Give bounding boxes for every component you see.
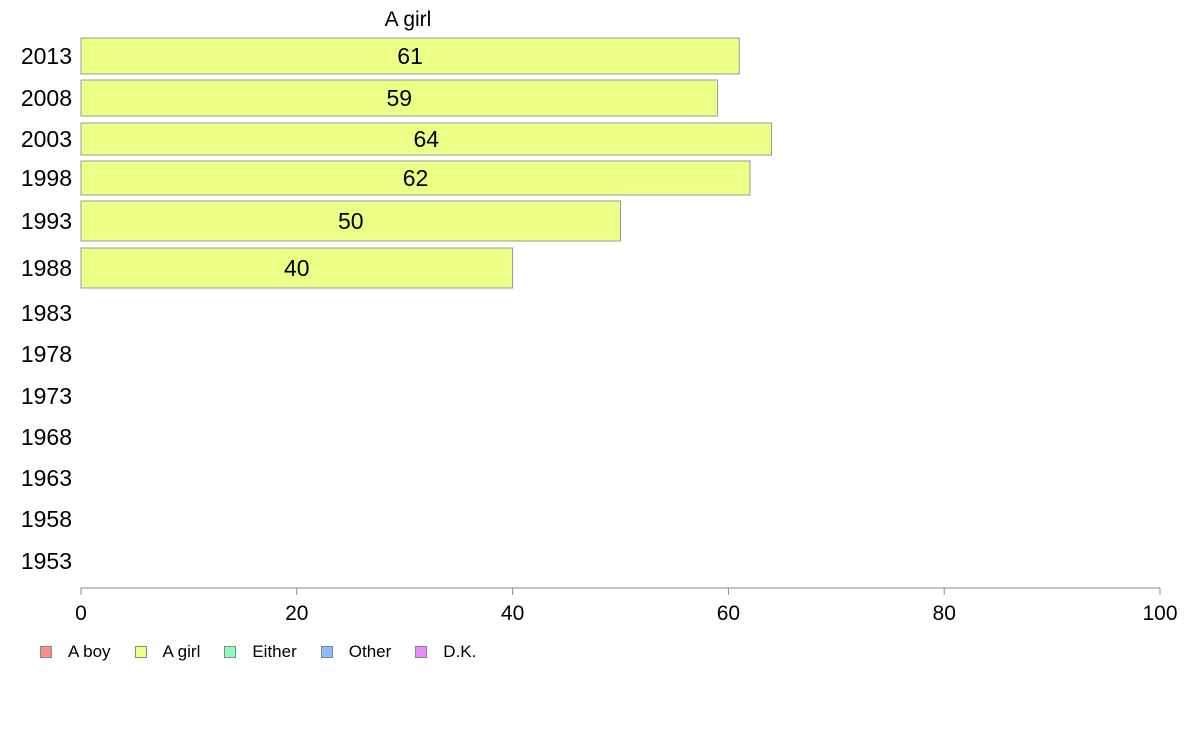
legend-label: Either [252,642,297,661]
y-tick-label: 1953 [21,548,72,574]
legend-swatch [224,646,237,658]
x-axis: 0 20 40 60 80 100 [75,587,1178,625]
y-tick-label: 1983 [21,300,72,326]
y-tick-label: 1998 [21,165,72,191]
bars-group [80,37,773,289]
y-tick-label: 1973 [21,383,72,409]
legend-label: Other [348,642,392,661]
legend-item: A girl [134,642,201,662]
bar [80,247,514,289]
legend-swatch [134,646,147,658]
legend-item: Other [320,642,392,662]
bar-value-label: 40 [284,255,310,281]
bar-value-label: 59 [387,85,413,111]
y-tick-label: 1978 [21,341,72,367]
y-axis-labels: 2013 2008 2003 1998 1993 1988 1983 1978 1973 1968… [21,43,72,574]
bar [80,160,751,196]
bar-value-label: 62 [403,165,429,191]
legend-label: D.K. [443,642,477,661]
y-tick-label: 1968 [21,424,72,450]
y-tick-label: 2008 [21,85,72,111]
legend-label: A boy [68,642,111,661]
y-tick-label: 2003 [21,126,72,152]
chart-title: A girl [385,8,432,31]
y-tick-label: 1958 [21,506,72,532]
y-tick-label: 1963 [21,465,72,491]
legend-item: D.K. [415,642,476,662]
bar [80,200,621,242]
legend: A boy A girl Either Other D.K. [40,642,500,662]
bar [80,37,740,75]
bar-value-label: 50 [338,208,364,234]
y-tick-label: 2013 [21,43,72,69]
bar [80,79,719,117]
bar-value-label: 64 [413,126,439,152]
x-tick-label: 60 [717,602,740,625]
y-tick-label: 1993 [21,208,72,234]
x-tick-label: 100 [1142,602,1177,625]
legend-swatch [320,646,333,658]
bar [80,122,773,156]
legend-item: A boy [40,642,111,662]
legend-label: A girl [162,642,201,661]
y-tick-label: 1988 [21,255,72,281]
legend-swatch [415,646,428,658]
x-tick-label: 20 [285,602,308,625]
bar-value-label: 61 [397,43,423,69]
x-tick-label: 0 [75,602,87,625]
legend-item: Either [224,642,297,662]
x-tick-label: 40 [501,602,524,625]
legend-swatch [40,646,52,658]
x-tick-label: 80 [933,602,956,625]
